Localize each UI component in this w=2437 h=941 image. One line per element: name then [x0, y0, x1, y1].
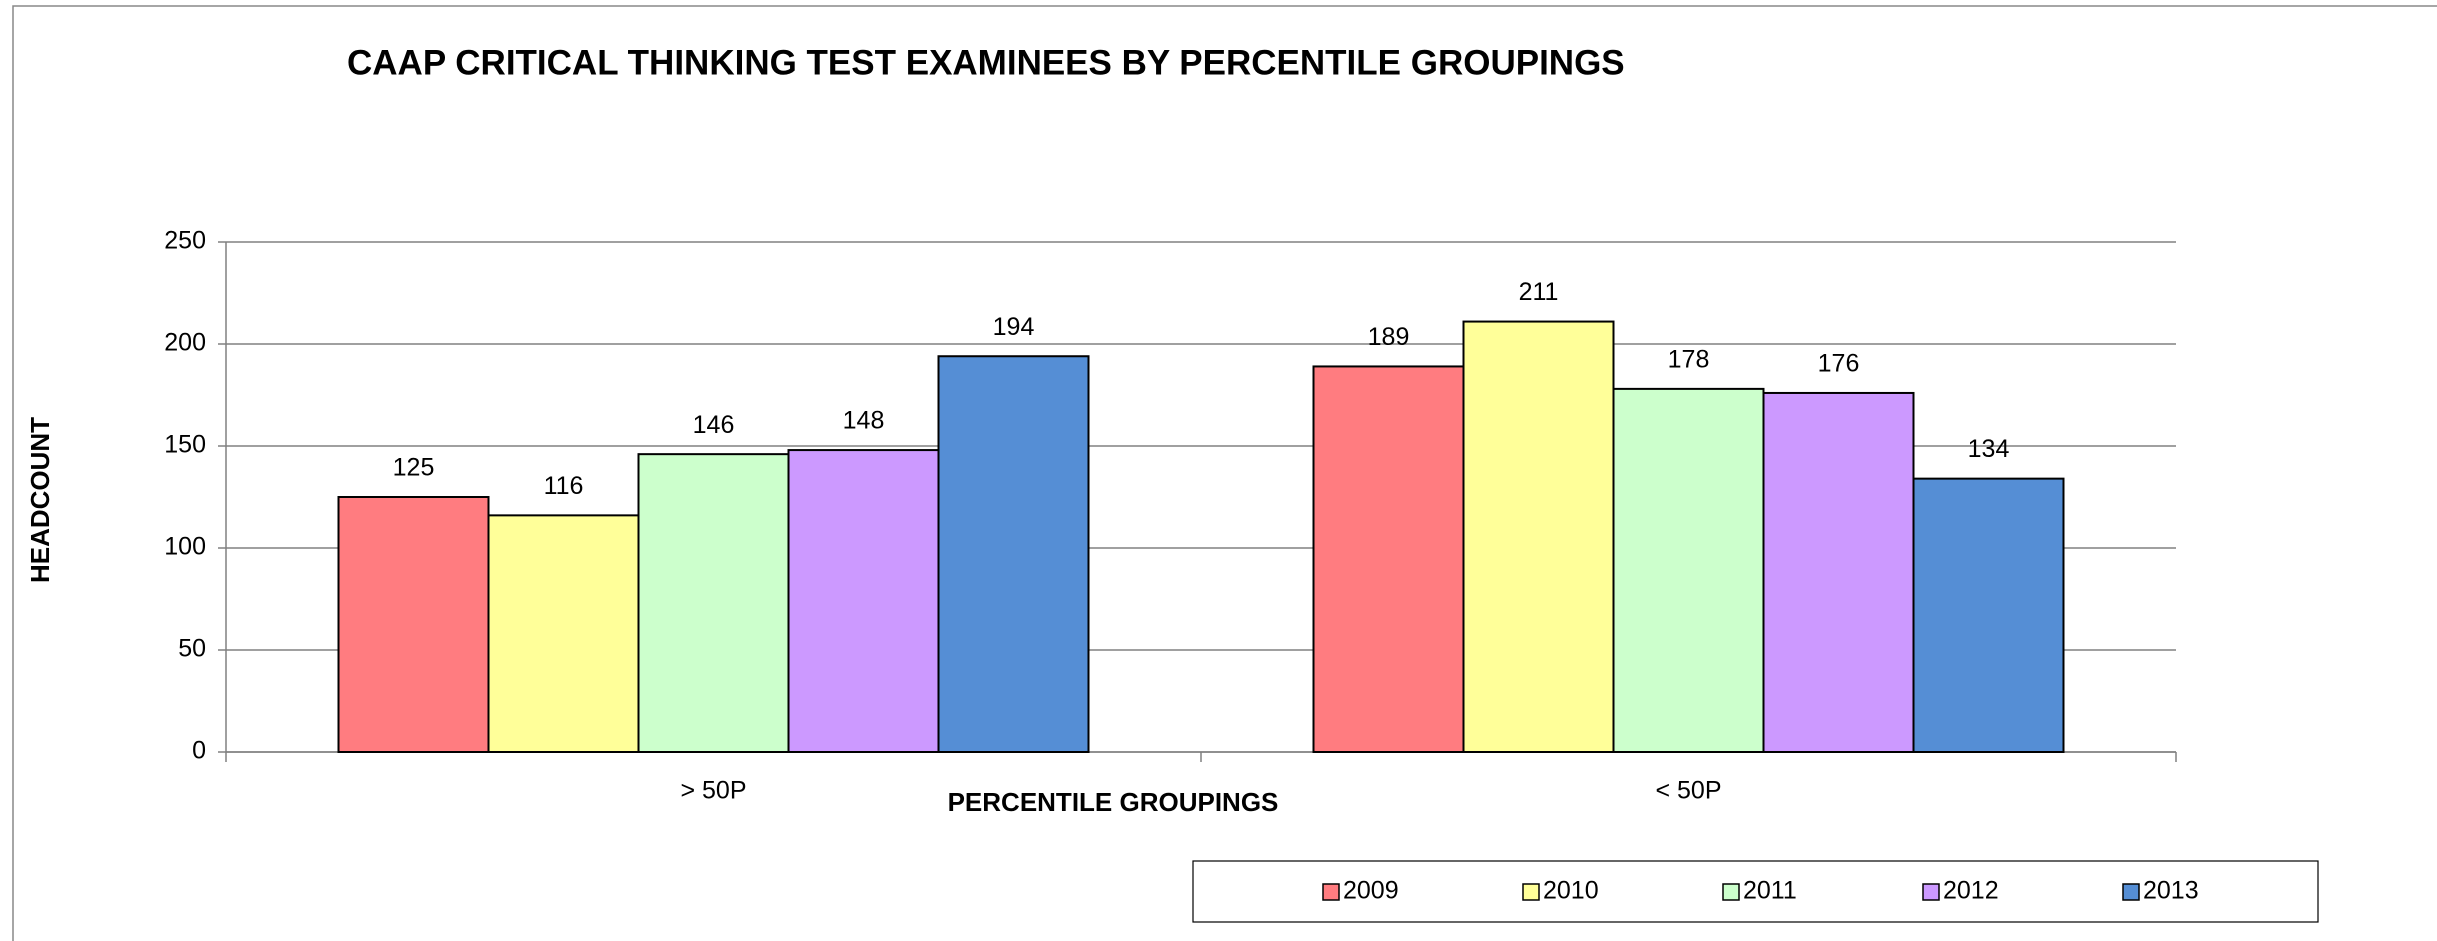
legend-label: 2012 — [1943, 877, 1999, 905]
y-tick-label: 50 — [178, 635, 206, 663]
y-tick-label: 100 — [164, 533, 206, 561]
bar — [787, 449, 940, 753]
bar — [937, 355, 1090, 753]
bar — [1462, 320, 1615, 753]
bar — [337, 496, 490, 753]
legend-label: 2009 — [1343, 877, 1399, 905]
data-label: 134 — [1968, 435, 2010, 463]
data-label: 211 — [1519, 278, 1559, 306]
legend-swatch — [2122, 883, 2140, 901]
data-label: 178 — [1668, 345, 1710, 373]
legend-swatch — [1922, 883, 1940, 901]
chart-title: CAAP CRITICAL THINKING TEST EXAMINEES BY… — [347, 43, 1625, 82]
legend-label: 2011 — [1743, 877, 1797, 905]
legend-label: 2010 — [1543, 877, 1599, 905]
x-tick-label: > 50P — [680, 777, 746, 805]
data-label: 189 — [1368, 323, 1410, 351]
legend-swatch — [1722, 883, 1740, 901]
bar — [487, 514, 640, 753]
bar — [1762, 391, 1915, 753]
x-axis-title: PERCENTILE GROUPINGS — [948, 787, 1279, 817]
y-tick-label: 150 — [164, 431, 206, 459]
y-axis-title: HEADCOUNT — [25, 417, 55, 583]
data-label: 146 — [693, 411, 735, 439]
legend-swatch — [1522, 883, 1540, 901]
bar — [1912, 477, 2065, 753]
data-label: 176 — [1818, 350, 1860, 378]
legend-label: 2013 — [2143, 877, 2199, 905]
data-label: 116 — [544, 472, 584, 500]
bar — [1312, 365, 1465, 753]
bar — [637, 453, 790, 753]
y-tick-label: 250 — [164, 227, 206, 255]
data-label: 148 — [843, 407, 885, 435]
y-tick-label: 0 — [192, 737, 206, 765]
bar — [1612, 387, 1765, 753]
legend-swatch — [1322, 883, 1340, 901]
x-tick-label: < 50P — [1655, 777, 1721, 805]
data-label: 194 — [993, 313, 1035, 341]
data-label: 125 — [393, 454, 435, 482]
y-tick-label: 200 — [164, 329, 206, 357]
chart-frame — [12, 5, 2437, 941]
